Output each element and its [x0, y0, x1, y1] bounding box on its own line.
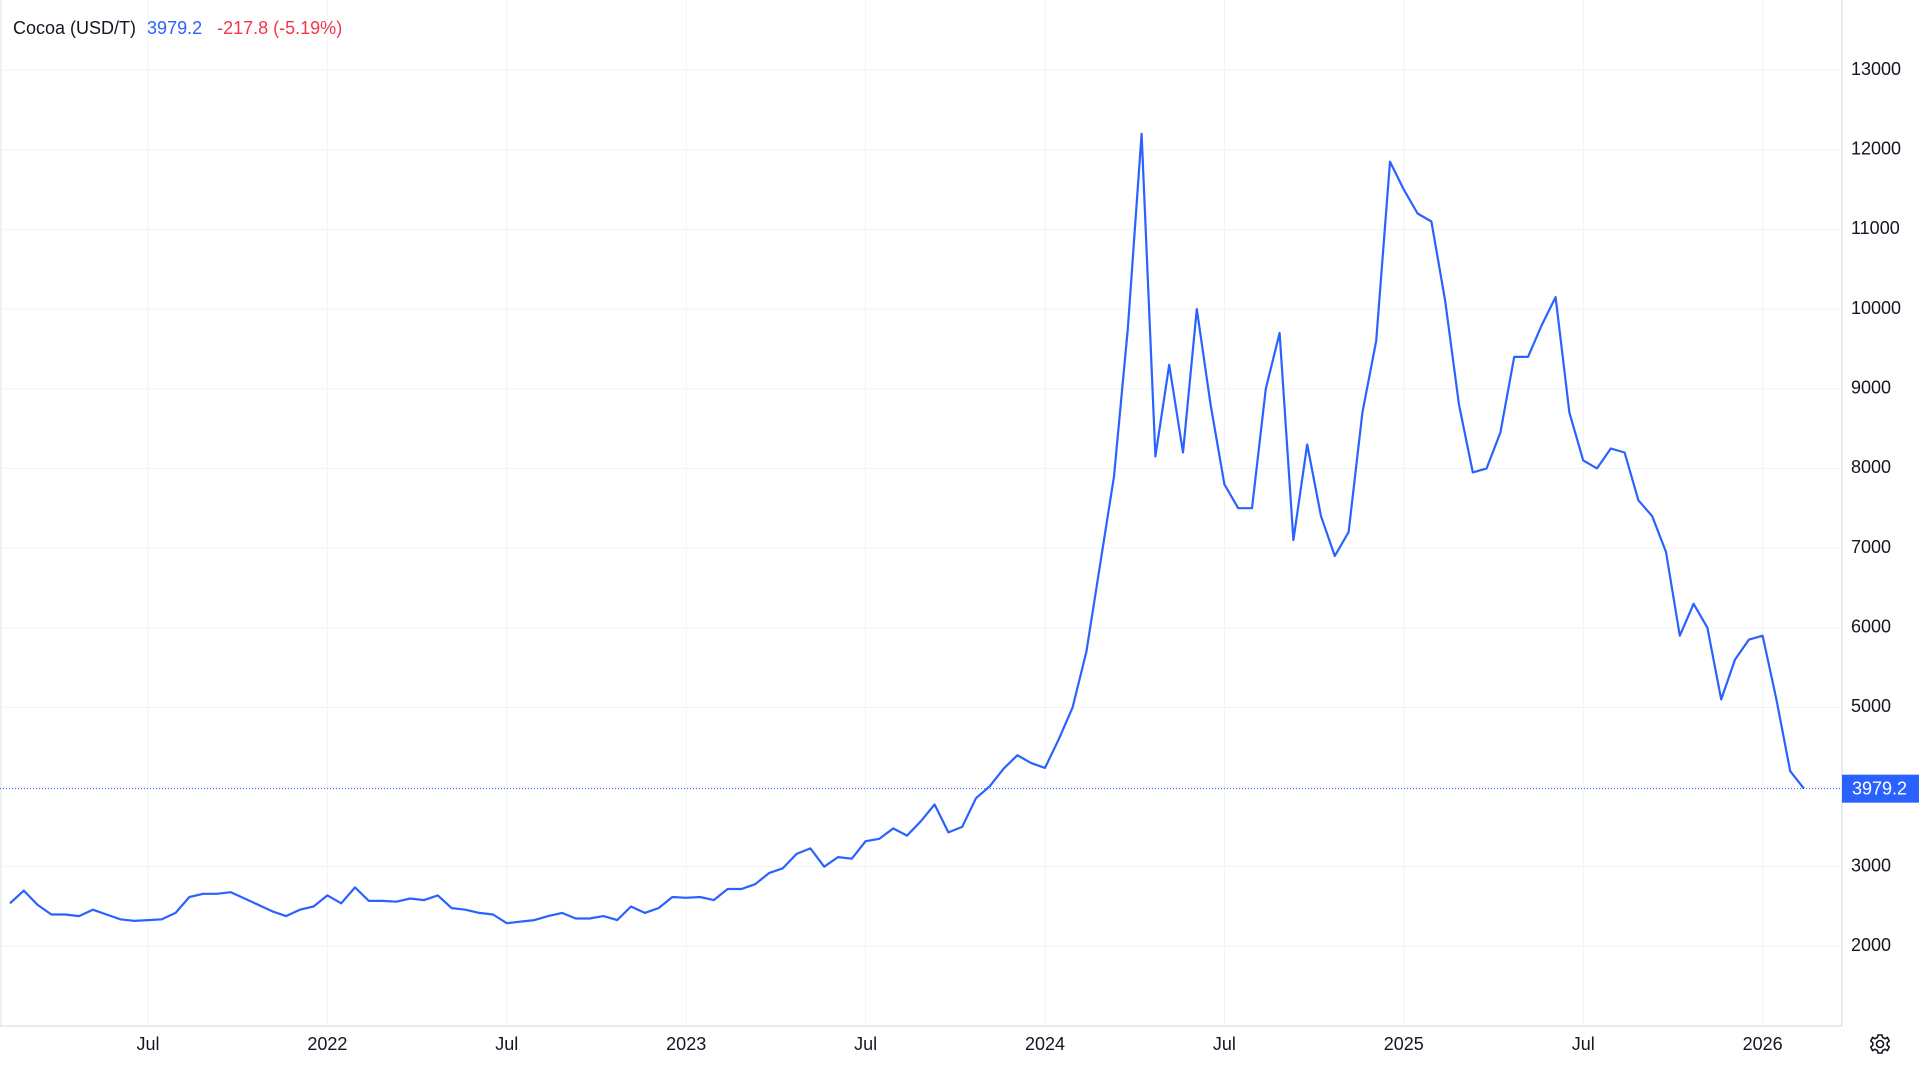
y-tick-label: 6000 [1851, 616, 1891, 636]
x-tick-label: Jul [1213, 1034, 1236, 1054]
header: Cocoa (USD/T) 3979.2 -217.8 (-5.19%) [13, 18, 342, 38]
settings-icon[interactable] [1869, 1034, 1891, 1054]
y-tick-label: 10000 [1851, 298, 1901, 318]
y-tick-label: 5000 [1851, 696, 1891, 716]
x-tick-label: 2025 [1384, 1034, 1424, 1054]
x-tick-label: Jul [495, 1034, 518, 1054]
x-tick-label: Jul [854, 1034, 877, 1054]
y-tick-label: 9000 [1851, 377, 1891, 397]
y-tick-label: 7000 [1851, 537, 1891, 557]
x-tick-label: 2026 [1743, 1034, 1783, 1054]
plot: 2000300040005000600070008000900010000110… [0, 0, 1919, 1054]
y-tick-label: 3000 [1851, 855, 1891, 875]
x-tick-label: 2024 [1025, 1034, 1065, 1054]
y-tick-label: 8000 [1851, 457, 1891, 477]
last-price: 3979.2 [147, 18, 202, 38]
x-tick-label: Jul [136, 1034, 159, 1054]
y-tick-label: 11000 [1851, 218, 1900, 238]
y-tick-label: 2000 [1851, 935, 1891, 955]
last-price-label: 3979.2 [1852, 778, 1907, 798]
x-tick-label: Jul [1572, 1034, 1595, 1054]
price-change: -217.8 (-5.19%) [217, 18, 342, 38]
y-tick-label: 12000 [1851, 139, 1901, 159]
last-price-tag [1842, 774, 1919, 803]
y-tick-label: 13000 [1851, 59, 1901, 79]
x-tick-label: 2023 [666, 1034, 706, 1054]
x-tick-label: 2022 [307, 1034, 347, 1054]
price-line [9, 132, 1805, 925]
chart-title: Cocoa (USD/T) [13, 18, 136, 38]
